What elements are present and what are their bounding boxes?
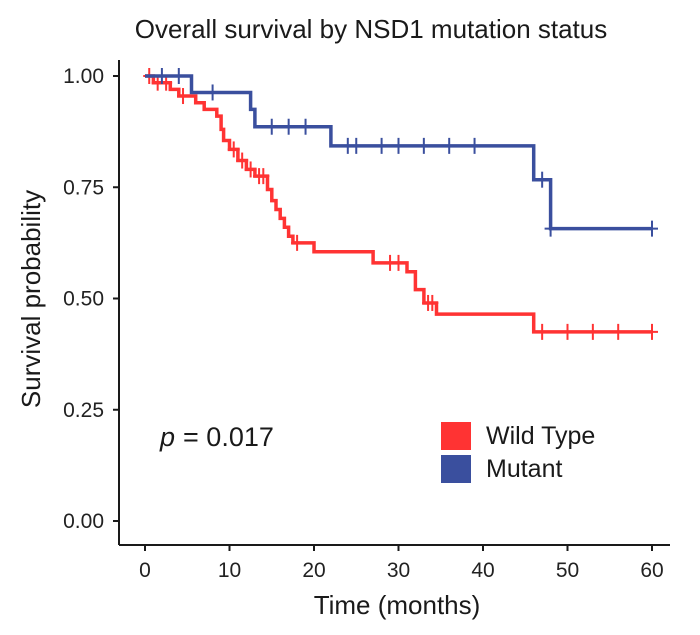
legend-label: Wild Type [486,422,595,450]
legend-key [441,422,471,450]
p-value-text: = 0.017 [183,422,274,452]
x-tick-label: 30 [387,559,410,582]
x-tick-label: 60 [640,559,663,582]
y-axis-ticks: 0.00 0.25 0.50 0.75 1.00 [63,65,119,533]
y-tick-label: 1.00 [63,65,104,88]
chart-title: Overall survival by NSD1 mutation status [135,14,608,44]
x-axis-ticks: 0 10 20 30 40 50 60 [139,545,664,582]
x-tick-label: 10 [218,559,241,582]
y-tick-label: 0.50 [63,288,104,311]
series-mutant [145,68,658,237]
p-value-annotation: p = 0.017 [159,422,274,452]
x-tick-label: 20 [302,559,325,582]
series-wild-type [143,68,658,340]
x-tick-label: 40 [471,559,494,582]
y-axis-title: Survival probability [16,190,46,408]
x-tick-label: 50 [556,559,579,582]
legend: Wild Type Mutant [441,422,595,483]
p-symbol: p [159,422,175,452]
legend-label: Mutant [486,455,562,483]
x-tick-label: 0 [139,559,151,582]
survival-curves [143,68,658,340]
y-tick-label: 0.25 [63,399,104,422]
legend-key [441,455,471,483]
y-tick-label: 0.00 [63,510,104,533]
x-axis-title: Time (months) [314,590,481,620]
survival-step-line [145,74,652,334]
y-tick-label: 0.75 [63,176,104,199]
